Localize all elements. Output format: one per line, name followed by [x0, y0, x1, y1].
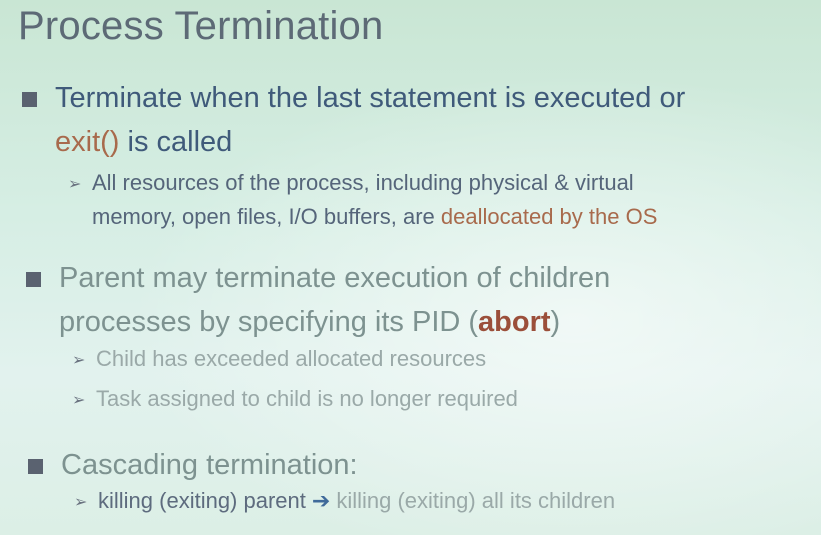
bullet-3-line-1: Cascading termination: [61, 449, 358, 481]
bullet-1-line-2-rest: is called [119, 126, 233, 158]
bullet-1-sub-1-line-2-pre: memory, open files, I/O buffers, are [92, 204, 441, 229]
bullet-2-line-2-pre: processes by specifying its PID ( [59, 306, 479, 338]
slide-title: Process Termination [18, 4, 384, 48]
arrow-bullet-icon: ➢ [72, 392, 86, 409]
bullet-3-sub-1: ➢ killing (exiting) parent ➔ killing (exit… [74, 484, 615, 518]
bullet-3-sub-1-pre: killing (exiting) parent [98, 488, 306, 513]
square-bullet-icon [26, 272, 41, 287]
square-bullet-icon [28, 459, 43, 474]
bullet-1: Terminate when the last statement is exe… [22, 76, 685, 164]
bullet-1-sub-1-line-1: All resources of the process, including … [92, 170, 634, 195]
arrow-bullet-icon: ➢ [72, 352, 86, 369]
bullet-1-line-1: Terminate when the last statement is exe… [55, 82, 686, 114]
bullet-2-line-2: processes by specifying its PID (abort) [59, 300, 610, 344]
abort-text: abort [478, 306, 551, 338]
bullet-1-line-2: exit() is called [55, 120, 685, 164]
bullet-3: Cascading termination: [28, 443, 358, 487]
right-arrow-icon: ➔ [311, 488, 331, 513]
bullet-2: Parent may terminate execution of childr… [26, 256, 610, 344]
bullet-2-sub-1: ➢ Child has exceeded allocated resources [72, 342, 486, 376]
arrow-bullet-icon: ➢ [68, 176, 82, 193]
bullet-2-sub-2-text: Task assigned to child is no longer requ… [96, 386, 518, 411]
bullet-1-sub-1: ➢ All resources of the process, includin… [68, 166, 657, 234]
bullet-2-sub-2: ➢ Task assigned to child is no longer re… [72, 382, 518, 416]
bullet-2-sub-1-text: Child has exceeded allocated resources [96, 346, 487, 371]
bullet-2-line-1: Parent may terminate execution of childr… [59, 262, 611, 294]
bullet-2-line-2-post: ) [550, 306, 561, 338]
bullet-3-sub-1-text: killing (exiting) parent ➔ killing (exitin… [98, 484, 615, 518]
bullet-3-sub-1-post: killing (exiting) all its children [336, 488, 616, 513]
deallocated-text: deallocated by the OS [440, 204, 658, 229]
arrow-bullet-icon: ➢ [74, 494, 88, 511]
exit-call-text: exit() [55, 126, 120, 158]
square-bullet-icon [22, 92, 37, 107]
bullet-1-sub-1-line-2: memory, open files, I/O buffers, are dea… [92, 200, 657, 234]
